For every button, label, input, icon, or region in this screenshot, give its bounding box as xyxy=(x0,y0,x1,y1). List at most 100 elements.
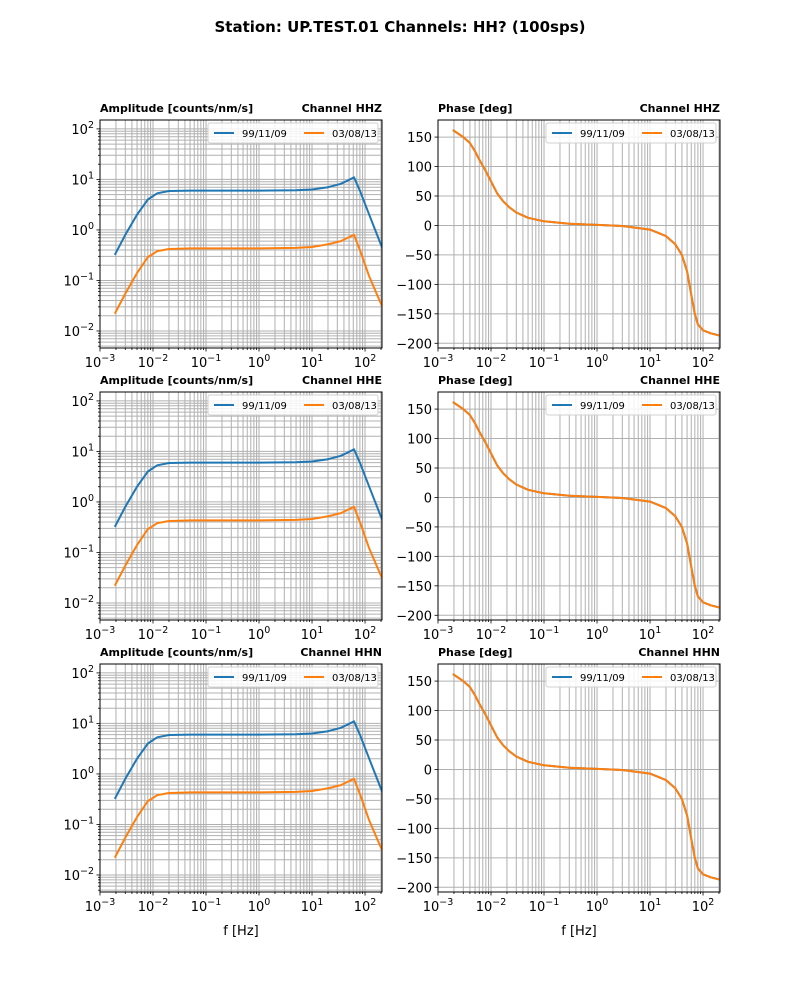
panel-ylabel: Phase [deg] xyxy=(438,646,512,659)
tick-label: 150 xyxy=(407,403,432,418)
x-axis-label: f [Hz] xyxy=(561,924,596,939)
tick-label: 10−1 xyxy=(529,625,560,643)
panel-ylabel: Amplitude [counts/nm/s] xyxy=(100,374,253,387)
tick-label: 100 xyxy=(71,221,94,239)
legend-label-2: 03/08/13 xyxy=(670,401,715,412)
tick-label: 102 xyxy=(71,664,94,682)
legend-box xyxy=(207,394,379,416)
series-line-2 xyxy=(452,673,720,881)
legend-box xyxy=(545,122,717,144)
tick-label: 10−1 xyxy=(63,815,94,833)
tick-label: 102 xyxy=(71,392,94,410)
tick-label: 100 xyxy=(71,765,94,783)
tick-label: 10−3 xyxy=(85,897,116,915)
series-line-2 xyxy=(113,505,382,587)
grid xyxy=(438,392,720,620)
tick-label: −150 xyxy=(396,580,432,595)
legend-label-1: 99/11/09 xyxy=(242,129,287,140)
x-axis-label: f [Hz] xyxy=(223,924,258,939)
panel-hhn-amplitude: 10−3 10−2 10−1 100 101 102 10−2 10−1 100 101 102 Am… xyxy=(63,646,383,939)
tick-label: 101 xyxy=(639,625,662,643)
tick-label: 101 xyxy=(301,353,324,371)
axes-frame xyxy=(437,119,721,349)
tick-label: 100 xyxy=(248,625,271,643)
tick-label: 100 xyxy=(248,353,271,371)
tick-label: 10−2 xyxy=(63,594,94,612)
tick-label: 101 xyxy=(301,625,324,643)
tick-label: 102 xyxy=(354,897,377,915)
legend: 99/11/09 03/08/13 xyxy=(207,122,379,144)
panel-ylabel: Amplitude [counts/nm/s] xyxy=(100,646,253,659)
axes-frame xyxy=(99,663,383,893)
tick-label: 102 xyxy=(692,897,715,915)
tick-label: −50 xyxy=(405,793,432,808)
legend-label-1: 99/11/09 xyxy=(580,129,625,140)
series-line-1 xyxy=(452,129,720,337)
panel-channel-title: Channel HHN xyxy=(638,646,720,659)
legend-label-2: 03/08/13 xyxy=(332,673,377,684)
grid xyxy=(438,664,720,892)
series-line-1 xyxy=(452,401,720,609)
grid xyxy=(100,392,382,620)
tick-label: −150 xyxy=(396,852,432,867)
tick-label: −100 xyxy=(396,550,432,565)
tick-label: 102 xyxy=(692,625,715,643)
tick-label: 100 xyxy=(586,897,609,915)
legend-box xyxy=(207,122,379,144)
panel-ylabel: Amplitude [counts/nm/s] xyxy=(100,102,253,115)
tick-label: 10−1 xyxy=(529,897,560,915)
tick-label: 0 xyxy=(424,763,432,778)
tick-label: −50 xyxy=(405,521,432,536)
series-line-2 xyxy=(113,233,382,315)
tick-label: 100 xyxy=(586,625,609,643)
tick-label: −200 xyxy=(396,337,432,352)
tick-label: 101 xyxy=(639,897,662,915)
tick-label: 10−1 xyxy=(191,897,222,915)
legend: 99/11/09 03/08/13 xyxy=(545,394,717,416)
tick-label: 10−1 xyxy=(63,271,94,289)
legend: 99/11/09 03/08/13 xyxy=(207,666,379,688)
legend-label-2: 03/08/13 xyxy=(670,129,715,140)
tick-label: 0 xyxy=(424,491,432,506)
tick-label: 50 xyxy=(415,734,432,749)
series-line-1 xyxy=(452,673,720,881)
tick-label: −100 xyxy=(396,278,432,293)
legend: 99/11/09 03/08/13 xyxy=(545,122,717,144)
axes-frame xyxy=(437,391,721,621)
tick-label: 102 xyxy=(354,353,377,371)
tick-label: 150 xyxy=(407,675,432,690)
tick-label: 0 xyxy=(424,219,432,234)
tick-label: 102 xyxy=(71,120,94,138)
tick-label: 50 xyxy=(415,190,432,205)
tick-label: −100 xyxy=(396,822,432,837)
tick-label: 150 xyxy=(407,131,432,146)
panel-channel-title: Channel HHE xyxy=(640,374,720,387)
tick-label: 101 xyxy=(71,714,94,732)
grid xyxy=(438,120,720,348)
legend-label-2: 03/08/13 xyxy=(332,129,377,140)
legend-label-1: 99/11/09 xyxy=(242,673,287,684)
legend-label-2: 03/08/13 xyxy=(670,673,715,684)
tick-label: 10−3 xyxy=(85,625,116,643)
tick-label: 101 xyxy=(639,353,662,371)
tick-label: −200 xyxy=(396,609,432,624)
legend-box xyxy=(545,666,717,688)
series-line-2 xyxy=(452,129,720,337)
tick-label: 10−2 xyxy=(476,625,507,643)
tick-label: −150 xyxy=(396,308,432,323)
panel-hhn-phase: 10−3 10−2 10−1 100 101 102 150 100 50 0 −50 −100 −15… xyxy=(396,646,721,939)
series-line-1 xyxy=(113,448,382,528)
grid xyxy=(100,120,382,348)
tick-label: 101 xyxy=(71,170,94,188)
series-line-2 xyxy=(452,401,720,609)
series-line-1 xyxy=(113,720,382,800)
panel-channel-title: Channel HHE xyxy=(302,374,382,387)
tick-label: 10−3 xyxy=(423,353,454,371)
tick-label: 102 xyxy=(692,353,715,371)
tick-label: 10−2 xyxy=(476,897,507,915)
tick-label: −200 xyxy=(396,881,432,896)
tick-label: 100 xyxy=(71,493,94,511)
legend-box xyxy=(545,394,717,416)
tick-label: 100 xyxy=(407,705,432,720)
